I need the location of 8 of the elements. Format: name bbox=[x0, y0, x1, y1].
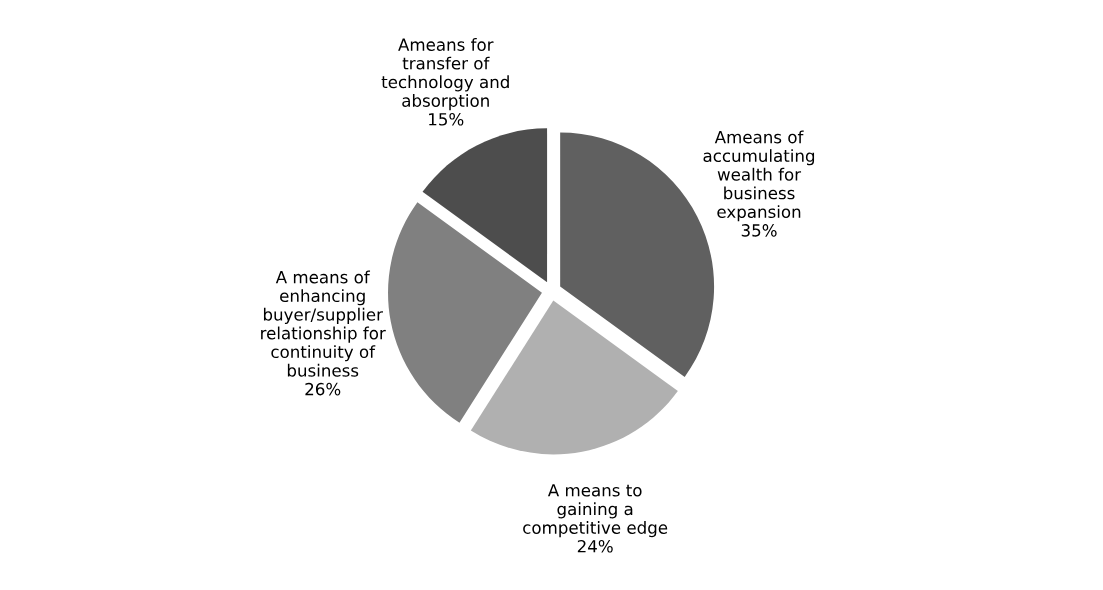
data-label: 26% bbox=[305, 382, 341, 396]
data-label: 35% bbox=[741, 224, 777, 237]
slice-label: Ameans of accumulating wealth for business expansion bbox=[703, 130, 815, 222]
data-label: 15% bbox=[429, 112, 464, 126]
slice-label: A means to gaining a competitive edge bbox=[523, 484, 668, 538]
slice-label: A means of enhancing buyer/supplier relationship for continuity of business bbox=[261, 270, 386, 377]
data-label: 24% bbox=[577, 539, 613, 553]
slice-label: Ameans for transfer of technology and absorption bbox=[381, 38, 509, 111]
